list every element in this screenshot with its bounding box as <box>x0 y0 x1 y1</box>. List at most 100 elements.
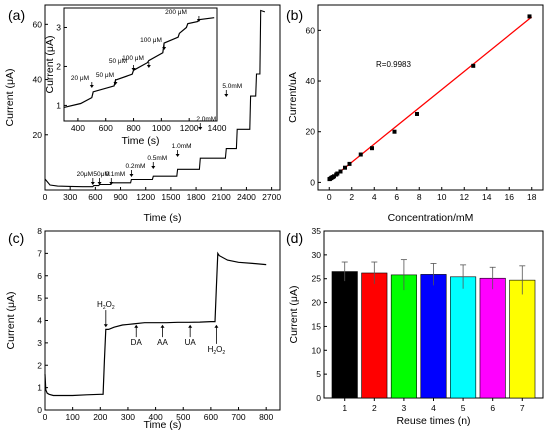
subscript: 2 <box>222 350 225 356</box>
panel-b-xtick-label: 16 <box>505 192 515 202</box>
panel-a-arrowhead <box>198 127 203 130</box>
panel-b-xtick-label: 8 <box>417 192 422 202</box>
panel-d-ytick-label: 20 <box>312 298 322 308</box>
panel-c-arrowhead <box>134 324 139 328</box>
panel-d-ytick-label: 0 <box>316 393 321 403</box>
panel-b: (b) 0 2 4 6 8 10 12 14 16 18 0 20 40 60 Concentration/… <box>286 4 544 224</box>
panel-c-xtick-label: 0 <box>43 412 48 422</box>
panel-b-xtick-label: 0 <box>327 192 332 202</box>
panel-b-ytick-label: 0 <box>310 177 315 187</box>
subscript: 2 <box>103 305 106 311</box>
subscript: 2 <box>213 350 216 356</box>
panel-d-ytick-label: 25 <box>312 274 322 284</box>
panel-a-ytick-label: 40 <box>33 75 43 85</box>
panel-d-xlabel: Reuse times (n) <box>396 415 470 427</box>
panel-d-label: (d) <box>286 230 303 246</box>
panel-b-point <box>347 161 352 166</box>
panel-c-xlabel: Time (s) <box>143 419 181 431</box>
panel-a-xtick-label: 2400 <box>237 192 256 202</box>
panel-a-annotation: 50μM <box>93 171 109 178</box>
inset-ytick-label: 2 <box>56 61 61 71</box>
panel-b-point <box>343 165 347 170</box>
panel-b-xtick-label: 14 <box>482 192 492 202</box>
text-part: O <box>216 345 222 354</box>
inset-xtick-label: 1200 <box>180 123 199 133</box>
panel-c-xtick-label: 500 <box>176 412 190 422</box>
panel-c-ytick-label: 7 <box>37 248 42 258</box>
inset-annotation: 20 μM <box>71 75 89 82</box>
inset-annotation: 100 μM <box>122 55 144 62</box>
panel-c-arrowhead <box>214 324 219 328</box>
panel-b-point <box>527 14 532 19</box>
panel-b-ytick-label: 40 <box>306 76 316 86</box>
text-part: H <box>208 345 214 354</box>
panel-c-ytick-label: 8 <box>37 226 42 236</box>
panel-b-point <box>370 146 374 151</box>
inset-arrowhead <box>196 19 201 22</box>
panel-a-ytick-label: 20 <box>33 130 43 140</box>
panel-c-xtick-label: 100 <box>66 412 80 422</box>
panel-a-series-line <box>44 9 266 188</box>
panel-c-xtick-label: 300 <box>121 412 135 422</box>
panel-c-ytick-label: 0 <box>37 405 42 415</box>
panel-d-xtick-label: 7 <box>520 403 525 413</box>
panel-d-bar <box>420 274 447 399</box>
panel-a-xlabel: Time (s) <box>143 212 181 224</box>
panel-d-ytick-label: 15 <box>312 321 322 331</box>
panel-c-annotation: H2O2 <box>97 300 115 311</box>
panel-b-xlabel: Concentration/mM <box>388 212 474 224</box>
panel-c-frame <box>44 230 281 411</box>
panel-a-arrowhead <box>175 154 180 157</box>
panel-c: (c) 0 100 200 300 400 500 600 700 800 0 1 2 3 4 5 6 7 8 Ti… <box>5 226 281 431</box>
panel-c-annotation: UA <box>185 338 197 347</box>
panel-a-annotation: 0.5mM <box>147 155 167 162</box>
panel-c-xtick-label: 800 <box>259 412 273 422</box>
panel-d-ytick-label: 35 <box>312 226 322 236</box>
panel-c-arrowhead <box>188 324 193 328</box>
panel-b-annotation: R=0.9983 <box>376 60 411 69</box>
panel-d-bar <box>479 277 506 399</box>
panel-d-xtick-label: 2 <box>372 403 377 413</box>
panel-b-point <box>471 63 476 68</box>
inset-arrowhead <box>113 82 118 85</box>
inset-ytick-label: 1 <box>56 100 61 110</box>
inset-annotation: 100 μM <box>140 37 162 44</box>
panel-a-arrowhead <box>151 166 156 169</box>
panel-a-arrowhead <box>129 174 134 177</box>
panel-a-xtick-label: 0 <box>43 192 48 202</box>
inset-xtick-label: 400 <box>71 123 85 133</box>
panel-d-bar <box>450 276 477 399</box>
panel-c-xtick-label: 600 <box>204 412 218 422</box>
panel-c-label: (c) <box>8 230 24 246</box>
panel-a-annotation: 20μM <box>77 171 93 178</box>
panel-d-xtick-label: 1 <box>342 403 347 413</box>
panel-a-label: (a) <box>8 7 25 23</box>
panel-a-arrowhead <box>224 94 229 97</box>
panel-d-xtick-label: 4 <box>431 403 436 413</box>
inset-arrowhead <box>131 68 136 71</box>
panel-c-ytick-label: 3 <box>37 338 42 348</box>
panel-c-ytick-label: 2 <box>37 360 42 370</box>
panel-c-annotation: H2O2 <box>208 345 226 356</box>
panel-c-annotation: AA <box>157 338 168 347</box>
panel-b-ytick-label: 20 <box>306 127 316 137</box>
panel-a-xtick-label: 1800 <box>187 192 206 202</box>
panel-a-xtick-label: 2100 <box>212 192 231 202</box>
panel-d-ytick-label: 30 <box>312 250 322 260</box>
panel-c-annotation: DA <box>131 338 143 347</box>
panel-a-ylabel: Current (μA) <box>4 69 16 127</box>
panel-c-ytick-label: 6 <box>37 271 42 281</box>
panel-a-xtick-label: 900 <box>113 192 127 202</box>
panel-b-point <box>392 129 397 134</box>
panel-a-annotation: 2.0mM <box>196 116 216 123</box>
panel-c-arrowhead <box>103 324 108 328</box>
panel-a-annotation: 0.2mM <box>126 163 146 170</box>
text-part: H <box>97 300 103 309</box>
panel-c-ytick-label: 5 <box>37 293 42 303</box>
panel-d-ytick-label: 10 <box>312 345 322 355</box>
inset-xtick-label: 1000 <box>152 123 171 133</box>
inset-ylabel: Current (μA) <box>44 36 56 94</box>
inset-xtick-label: 800 <box>126 123 140 133</box>
inset-series-line <box>63 17 215 108</box>
panel-b-xtick-label: 10 <box>437 192 447 202</box>
